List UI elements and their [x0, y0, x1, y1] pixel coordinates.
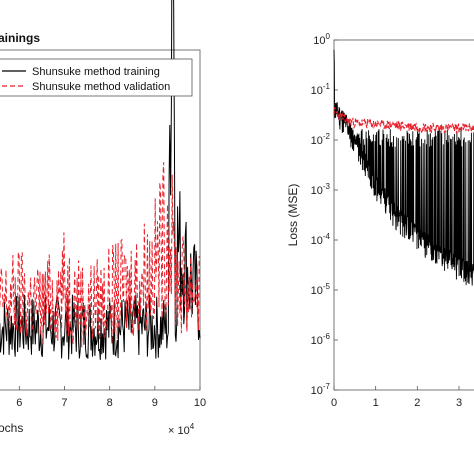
right-chart: 100 10-1 10-2 10-3 10-4 10-5 10-6 10-7 0 1 2 3 Los…	[286, 32, 474, 409]
right-x-tick-label: 0	[331, 397, 337, 409]
right-y-tick-label: 10-4	[311, 232, 331, 247]
right-y-axis-label: Loss (MSE)	[286, 184, 300, 247]
right-y-tick-label: 10-3	[311, 182, 331, 197]
left-x-tick-label: 7	[61, 397, 67, 409]
right-validation-line	[333, 106, 474, 134]
left-x-multiplier: × 104	[168, 422, 195, 437]
left-training-line	[0, 0, 201, 360]
right-y-tick-label: 10-7	[311, 382, 331, 397]
legend-box	[0, 58, 193, 97]
right-x-ticks: 0 1 2 3	[331, 386, 462, 409]
left-x-tick-label: 8	[107, 397, 113, 409]
right-y-tick-label: 10-6	[311, 332, 331, 347]
right-x-tick-label: 2	[414, 397, 420, 409]
right-series-group	[333, 49, 474, 286]
right-training-line	[333, 49, 474, 286]
left-chart-title: ainings	[0, 31, 40, 45]
right-y-tick-label: 100	[313, 32, 330, 47]
right-x-tick-label: 3	[456, 397, 462, 409]
right-y-tick-label: 10-1	[311, 82, 331, 97]
left-x-tick-label: 9	[152, 397, 158, 409]
left-chart: ainings 6 7 8 9 10 Shunsuke method training …	[0, 0, 206, 437]
right-y-ticks: 100 10-1 10-2 10-3 10-4 10-5 10-6 10-7	[311, 32, 338, 397]
right-x-tick-label: 1	[373, 397, 379, 409]
legend: Shunsuke method training Shunsuke method…	[0, 58, 193, 97]
left-x-tick-label: 10	[194, 397, 206, 409]
left-x-tick-label: 6	[16, 397, 22, 409]
left-x-axis-label: ochs	[0, 421, 23, 435]
left-plot-area	[0, 49, 201, 391]
left-series-group	[0, 0, 201, 360]
right-plot-area	[333, 39, 474, 391]
left-validation-line	[0, 162, 201, 348]
right-y-tick-label: 10-2	[311, 132, 331, 147]
right-y-tick-label: 10-5	[311, 282, 331, 297]
left-x-ticks: 6 7 8 9 10	[16, 386, 206, 409]
legend-label-validation: Shunsuke method validation	[32, 81, 170, 93]
legend-label-training: Shunsuke method training	[32, 66, 160, 78]
